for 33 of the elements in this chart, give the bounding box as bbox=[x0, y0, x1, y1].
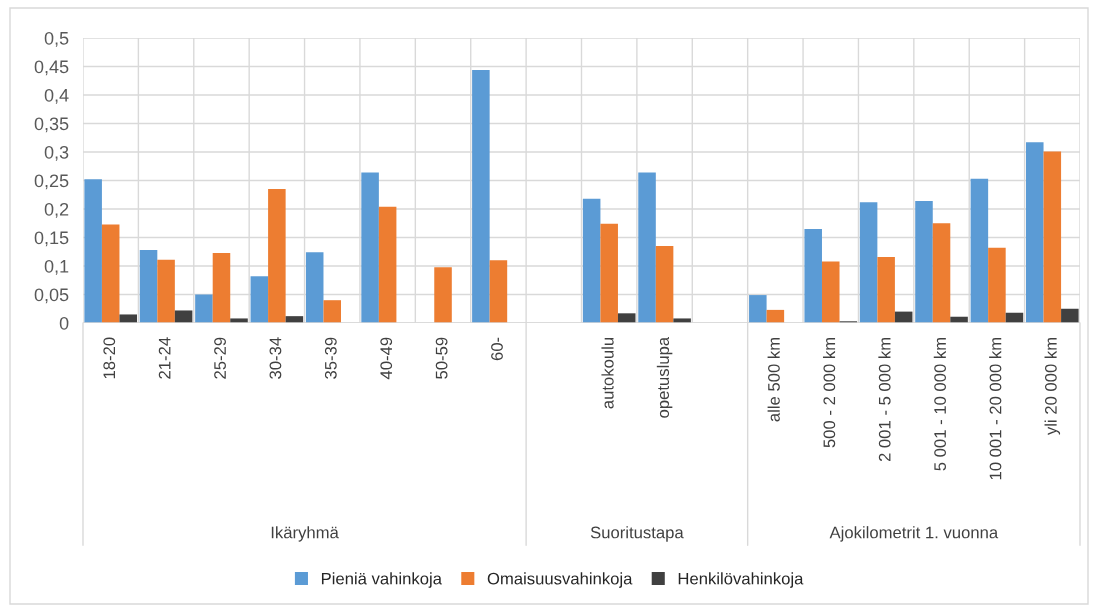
y-tick-label: 0,05 bbox=[34, 288, 69, 304]
legend-label: Pieniä vahinkoja bbox=[321, 572, 442, 588]
y-tick-label: 0,25 bbox=[34, 174, 69, 190]
x-tick-label: 60- bbox=[491, 337, 503, 361]
y-tick-label: 0,35 bbox=[34, 117, 69, 133]
y-tick-label: 0 bbox=[59, 316, 69, 330]
x-tick-label: 5 001 - 10 000 km bbox=[933, 337, 946, 471]
x-tick-label: 18-20 bbox=[103, 337, 116, 379]
x-tick-label: 10 001 - 20 000 km bbox=[989, 337, 1002, 480]
x-tick-label: 25-29 bbox=[214, 337, 226, 379]
y-tick-label: 0,4 bbox=[44, 88, 69, 104]
x-tick-label: 21-24 bbox=[158, 337, 171, 379]
x-tick-label: autokoulu bbox=[601, 337, 614, 409]
x-tick-label: 30-34 bbox=[269, 337, 282, 379]
y-tick-label: 0,5 bbox=[44, 31, 69, 47]
text: Ikäryhmä bbox=[271, 526, 339, 542]
text: Suoritustapa bbox=[590, 526, 684, 542]
y-tick-label: 0,1 bbox=[44, 259, 69, 275]
x-tick-label: opetuslupa bbox=[656, 336, 673, 418]
legend-label: Henkilövahinkoja bbox=[678, 572, 804, 588]
x-tick-label: 35-39 bbox=[324, 337, 337, 379]
y-tick-label: 0,3 bbox=[44, 145, 69, 161]
text: Ajokilometrit 1. vuonna bbox=[829, 526, 999, 542]
x-tick-label: 50-59 bbox=[435, 337, 448, 379]
x-tick-label: yli 20 000 km bbox=[1044, 337, 1061, 436]
x-tick-label: 500 - 2 000 km bbox=[822, 337, 836, 448]
x-tick-label: 40-49 bbox=[380, 337, 393, 380]
x-tick-label: 2 001 - 5 000 km bbox=[878, 337, 891, 462]
y-tick-label: 0,45 bbox=[34, 60, 69, 76]
y-tick-label: 0,2 bbox=[44, 202, 69, 218]
legend-label: Omaisuusvahinkoja bbox=[487, 572, 633, 588]
x-tick-label: alle 500 km bbox=[767, 337, 780, 422]
y-tick-label: 0,15 bbox=[34, 231, 69, 247]
